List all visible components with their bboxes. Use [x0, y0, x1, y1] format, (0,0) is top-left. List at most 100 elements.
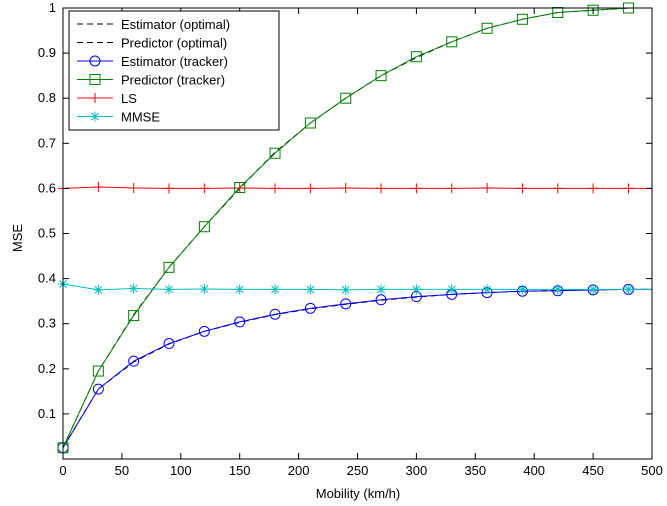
x-tick-label: 350: [464, 463, 486, 478]
legend-entry: Predictor (optimal): [77, 36, 227, 51]
data-point: [376, 183, 387, 194]
data-point: [410, 51, 422, 63]
data-point: [269, 147, 281, 159]
data-point: [234, 284, 245, 295]
data-point: [305, 183, 316, 194]
axes-layer: 0 50 100 150 200 250 300 350 400 450 500 0.1 0.2 0.3 0…: [38, 0, 663, 478]
data-point: [623, 183, 634, 194]
data-point: [446, 284, 457, 295]
x-tick-label: 50: [115, 463, 129, 478]
data-point: [305, 284, 316, 295]
data-point: [163, 261, 175, 273]
data-point: [164, 284, 175, 295]
data-point: [375, 70, 387, 82]
data-point: [270, 183, 281, 194]
data-point: [376, 284, 387, 295]
x-tick-label: 200: [288, 463, 310, 478]
x-tick-label: 300: [406, 463, 428, 478]
y-axis-label: MSE: [10, 224, 25, 253]
x-tick-label: 100: [170, 463, 192, 478]
data-point: [482, 284, 493, 295]
data-point: [516, 13, 528, 25]
data-point: [270, 284, 281, 295]
data-point: [446, 183, 457, 194]
legend-marker: [89, 55, 101, 67]
data-point: [269, 308, 281, 320]
series-mmse: [58, 279, 652, 295]
data-point: [411, 284, 422, 295]
data-point: [517, 183, 528, 194]
series-line: [62, 288, 652, 448]
x-tick-label: 450: [582, 463, 604, 478]
data-point: [552, 284, 563, 295]
data-point: [588, 284, 599, 295]
y-tick-label: 0.8: [38, 90, 56, 105]
legend-label: Estimator (tracker): [121, 54, 228, 69]
data-point: [552, 183, 563, 194]
data-point: [375, 294, 387, 306]
legend-entry: Predictor (tracker): [77, 73, 225, 88]
y-tick-label: 0.1: [38, 406, 56, 421]
data-point: [623, 284, 634, 295]
data-point: [164, 183, 175, 194]
data-point: [128, 182, 139, 193]
data-point: [198, 325, 210, 337]
data-point: [93, 284, 104, 295]
legend-label: Predictor (optimal): [121, 36, 227, 51]
data-point: [92, 365, 104, 377]
data-point: [340, 182, 351, 193]
series-line: [62, 283, 652, 291]
legend-label: LS: [121, 91, 137, 106]
data-point: [304, 302, 316, 314]
legend-entry: Estimator (optimal): [77, 17, 230, 32]
legend-entry: MMSE: [77, 110, 160, 125]
legend-label: Estimator (optimal): [121, 17, 230, 32]
data-point: [93, 182, 104, 193]
legend-marker: [90, 111, 100, 122]
series-estimator-tracker: [57, 283, 652, 454]
data-point: [481, 22, 493, 34]
data-point: [588, 183, 599, 194]
data-point: [340, 298, 352, 310]
data-point: [128, 355, 140, 367]
legend-label: MMSE: [121, 110, 160, 125]
x-tick-label: 150: [229, 463, 251, 478]
legend-entry: LS: [77, 91, 137, 106]
data-point: [304, 117, 316, 129]
y-tick-label: 0.4: [38, 271, 56, 286]
y-tick-label: 0.2: [38, 361, 56, 376]
data-point: [92, 383, 104, 395]
y-tick-label: 0.3: [38, 316, 56, 331]
legend-marker: [90, 93, 100, 103]
data-point: [128, 283, 139, 294]
series-line: [62, 7, 652, 448]
series-line: [62, 186, 652, 189]
x-tick-label: 400: [523, 463, 545, 478]
data-point: [234, 182, 245, 193]
data-point: [234, 316, 246, 328]
data-point: [198, 221, 210, 233]
data-point: [446, 36, 458, 48]
series-ls: [58, 182, 652, 194]
x-tick-label: 250: [347, 463, 369, 478]
legend: Estimator (optimal) Predictor (optimal) Es…: [68, 10, 280, 131]
y-tick-label: 0.7: [38, 135, 56, 150]
x-tick-label: 500: [641, 463, 663, 478]
data-point: [128, 310, 140, 322]
data-point: [482, 182, 493, 193]
y-tick-label: 0.9: [38, 45, 56, 60]
x-tick-label: 0: [59, 463, 66, 478]
y-tick-label: 1: [49, 0, 56, 15]
legend-box: [68, 10, 280, 131]
data-point: [340, 92, 352, 104]
data-point: [199, 283, 210, 294]
data-point: [340, 284, 351, 295]
legend-entry: Estimator (tracker): [77, 54, 228, 69]
data-point: [163, 338, 175, 350]
legend-marker: [89, 74, 101, 85]
y-tick-label: 0.5: [38, 226, 56, 241]
data-point: [517, 284, 528, 295]
data-point: [411, 183, 422, 194]
data-point: [199, 183, 210, 194]
